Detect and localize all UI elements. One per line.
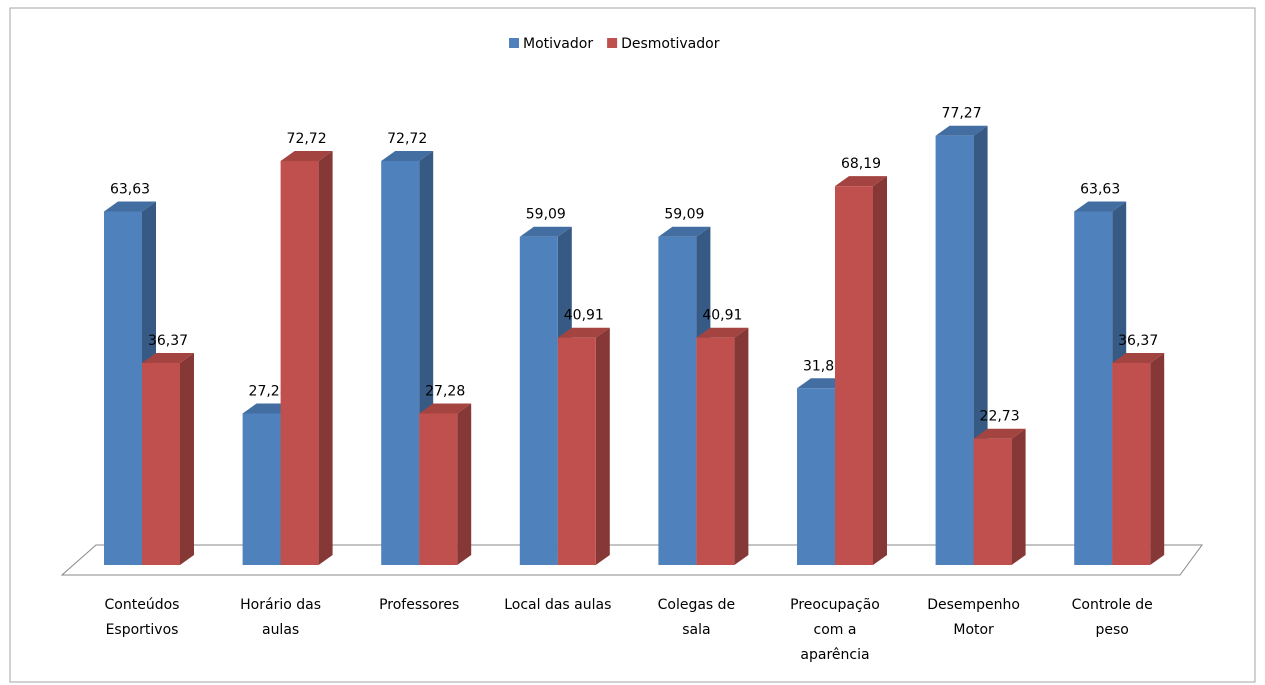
value-label: 27,28 — [425, 383, 465, 399]
bar-top — [658, 226, 711, 237]
value-label: 68,19 — [841, 156, 881, 172]
bar — [835, 176, 887, 565]
x-tick-label: com a — [814, 622, 857, 638]
bar-front — [142, 362, 180, 565]
x-tick-label: Conteúdos — [105, 597, 180, 613]
value-label: 59,09 — [664, 207, 704, 223]
bar-top — [935, 125, 988, 136]
x-tick-label: Controle de — [1072, 597, 1153, 613]
bar-front — [419, 413, 458, 565]
bar-top — [835, 176, 887, 187]
value-label: 40,91 — [702, 308, 742, 324]
bar-side — [180, 352, 194, 565]
bar-top — [973, 428, 1026, 439]
bar-top — [519, 226, 572, 237]
bar — [419, 403, 472, 565]
x-tick-label: Professores — [379, 597, 459, 613]
bar-front — [658, 236, 697, 565]
x-tick-label: Desempenho — [927, 597, 1020, 613]
bar — [280, 151, 333, 565]
x-tick-label: sala — [682, 622, 710, 638]
x-tick-label: aulas — [262, 622, 299, 638]
bar-front — [381, 161, 420, 565]
bar — [1112, 352, 1165, 565]
value-label: 59,09 — [526, 207, 566, 223]
legend-swatch — [607, 38, 618, 48]
bar-front — [519, 236, 558, 565]
legend-label: Motivador — [523, 36, 593, 52]
legend-label: Desmotivador — [621, 36, 720, 52]
bar-top — [142, 352, 194, 363]
bar-front — [557, 337, 596, 565]
bar-top — [280, 151, 333, 161]
bar-top — [419, 403, 472, 414]
bar-side — [734, 327, 749, 565]
value-label: 72,72 — [387, 131, 427, 147]
x-tick-label: aparência — [800, 647, 869, 663]
bar-side — [1150, 352, 1165, 565]
value-label: 63,63 — [1080, 182, 1120, 198]
bar-front — [835, 186, 873, 565]
chart-frame — [9, 7, 1256, 683]
bar-side — [318, 151, 333, 565]
bar-side — [457, 403, 472, 565]
x-tick-label: Motor — [953, 622, 994, 638]
x-tick-label: Local das aulas — [504, 597, 611, 613]
bar-top — [1074, 201, 1127, 212]
value-label: 36,37 — [1118, 333, 1158, 349]
bar-side — [595, 327, 610, 565]
bar-front — [696, 337, 735, 565]
x-tick-label: Esportivos — [106, 622, 179, 638]
bar-front — [242, 413, 281, 565]
bar — [973, 428, 1026, 565]
bar-side — [1011, 428, 1026, 565]
bar-front — [280, 161, 319, 565]
bar-top — [1112, 352, 1165, 363]
value-label: 22,73 — [980, 409, 1020, 425]
bar-front — [1112, 362, 1151, 565]
value-label: 77,27 — [942, 106, 982, 122]
bar-front — [935, 135, 974, 565]
bar-top — [557, 327, 610, 338]
value-label: 31,81 — [803, 358, 843, 374]
x-tick-label: Preocupação — [790, 597, 880, 613]
value-label: 36,37 — [148, 333, 188, 349]
bar-top — [104, 201, 156, 212]
bar — [142, 352, 194, 565]
bar-front — [973, 438, 1012, 565]
bar-top — [381, 151, 434, 161]
bar-side — [873, 176, 887, 565]
bar-front — [1074, 211, 1113, 565]
value-label: 72,72 — [287, 131, 327, 147]
value-label: 40,91 — [564, 308, 604, 324]
bar — [557, 327, 610, 565]
bar — [696, 327, 749, 565]
value-label: 63,63 — [110, 182, 150, 198]
legend-swatch — [509, 38, 519, 48]
bar-top — [696, 327, 749, 338]
bar-front — [797, 388, 835, 565]
bar — [935, 125, 988, 565]
floor — [60, 544, 1203, 576]
bar-front — [104, 211, 142, 565]
x-tick-label: Horário das — [240, 597, 321, 613]
x-tick-label: peso — [1096, 622, 1129, 638]
x-tick-label: Colegas de — [658, 597, 736, 613]
value-label: 27,28 — [249, 383, 289, 399]
